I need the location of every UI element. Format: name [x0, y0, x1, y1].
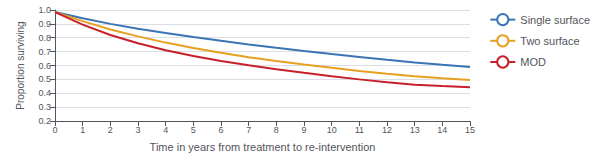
svg-text:0.9: 0.9 [38, 19, 51, 29]
svg-text:0.4: 0.4 [38, 88, 51, 98]
svg-text:0.8: 0.8 [38, 33, 51, 43]
svg-text:0.6: 0.6 [38, 61, 51, 71]
svg-text:7: 7 [246, 125, 251, 135]
svg-text:Proportion surviving: Proportion surviving [15, 21, 26, 109]
svg-text:1: 1 [80, 125, 85, 135]
svg-text:0.3: 0.3 [38, 102, 51, 112]
svg-text:3: 3 [135, 125, 140, 135]
svg-text:4: 4 [163, 125, 168, 135]
svg-text:11: 11 [355, 125, 364, 135]
svg-text:14: 14 [437, 125, 447, 135]
svg-text:Single surface: Single surface [520, 14, 590, 26]
svg-text:15: 15 [465, 125, 475, 135]
svg-text:2: 2 [108, 125, 113, 135]
svg-text:0.7: 0.7 [38, 47, 51, 57]
svg-text:6: 6 [218, 125, 223, 135]
svg-text:5: 5 [191, 125, 196, 135]
svg-text:10: 10 [327, 125, 337, 135]
svg-text:0: 0 [52, 125, 57, 135]
svg-text:13: 13 [410, 125, 420, 135]
svg-text:8: 8 [274, 125, 279, 135]
svg-text:9: 9 [301, 125, 306, 135]
svg-text:0.2: 0.2 [38, 116, 51, 126]
svg-text:12: 12 [382, 125, 392, 135]
svg-text:Two surface: Two surface [520, 35, 579, 47]
svg-text:1.0: 1.0 [38, 5, 51, 15]
svg-text:MOD: MOD [520, 56, 546, 68]
svg-text:0.5: 0.5 [38, 74, 51, 84]
svg-text:Time in years from treatment t: Time in years from treatment to re-inter… [150, 141, 376, 153]
